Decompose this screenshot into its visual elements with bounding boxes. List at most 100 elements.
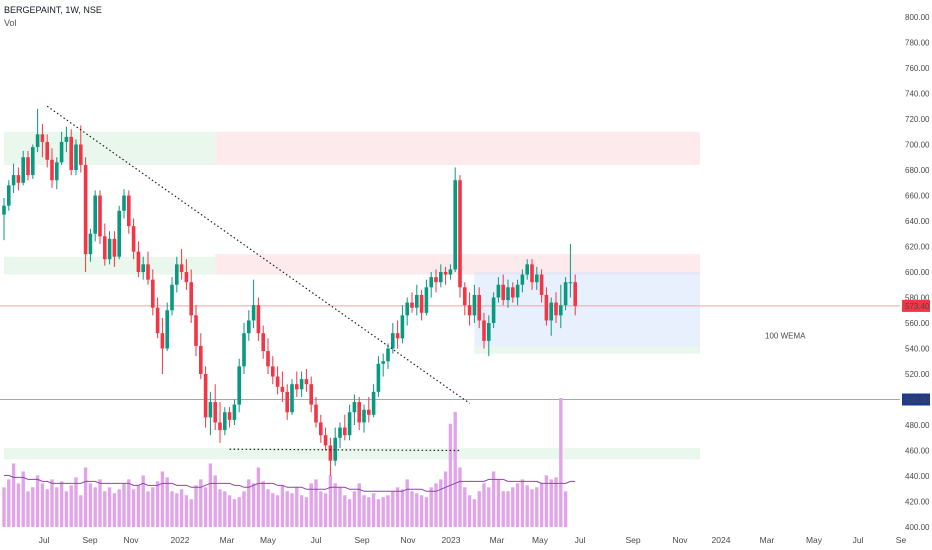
y-tick-label: 780.00 xyxy=(905,39,930,48)
y-tick-label: 680.00 xyxy=(905,166,930,175)
volume-bar xyxy=(275,495,280,527)
candle-up xyxy=(347,412,352,436)
x-tick-label: Nov xyxy=(123,535,139,545)
candle-down xyxy=(69,136,73,170)
volume-bar xyxy=(453,411,457,527)
candle-up xyxy=(290,384,294,413)
volume-layer xyxy=(2,398,576,527)
volume-bar xyxy=(314,479,318,527)
volume-bar xyxy=(11,463,16,527)
y-tick-label: 600.00 xyxy=(905,268,930,277)
x-tick-label: Mar xyxy=(760,535,775,545)
candle-down xyxy=(40,134,45,142)
candle-up xyxy=(568,282,573,284)
candle-down xyxy=(395,333,400,339)
candle-down xyxy=(256,305,261,334)
candle-up xyxy=(35,134,40,148)
price-axis[interactable]: 800.00 780.00 760.00 740.00 720.00 700.00 680.… xyxy=(902,13,930,532)
candle-up xyxy=(88,233,93,255)
volume-bar xyxy=(323,493,328,527)
volume-bar xyxy=(151,487,155,527)
volume-ma-line xyxy=(4,474,576,492)
volume-bar xyxy=(381,497,385,527)
volume-bar xyxy=(21,471,25,527)
x-tick-label: Jul xyxy=(39,535,50,545)
time-axis[interactable]: Jul Sep Nov 2022 Mar May Jul Sep Nov 2023 Mar May Ju… xyxy=(39,535,907,545)
candle-up xyxy=(2,205,6,215)
candle-up xyxy=(59,141,64,163)
volume-bar xyxy=(371,493,376,527)
volume-bar xyxy=(319,491,323,527)
volume-bar xyxy=(520,479,525,527)
candle-up xyxy=(491,297,496,323)
volume-bar xyxy=(415,493,419,527)
volume-bar xyxy=(50,479,54,527)
volume-bar xyxy=(515,483,520,527)
volume-bar xyxy=(482,483,486,527)
volume-bar xyxy=(400,489,405,527)
candle-up xyxy=(520,274,525,285)
y-tick-label: 400.00 xyxy=(905,523,930,532)
candle-up xyxy=(107,238,112,260)
zone-support xyxy=(4,447,700,460)
candle-up xyxy=(472,294,477,316)
volume-bar xyxy=(544,475,549,527)
volume-bar xyxy=(45,489,49,527)
volume-bar xyxy=(434,483,438,527)
volume-bar xyxy=(74,477,78,527)
volume-bar xyxy=(362,495,366,527)
volume-bar xyxy=(117,489,121,527)
candle-down xyxy=(83,164,88,255)
candle-down xyxy=(314,404,318,423)
candle-down xyxy=(539,274,544,295)
volume-bar xyxy=(491,471,496,527)
candle-up xyxy=(21,157,25,183)
candle-up xyxy=(74,144,78,170)
volume-bar xyxy=(304,497,309,527)
x-tick-label: Jul xyxy=(853,535,864,545)
candle-down xyxy=(155,307,160,334)
candle-up xyxy=(208,402,213,418)
candle-up xyxy=(386,348,390,362)
volume-bar xyxy=(539,483,544,527)
candle-up xyxy=(7,185,11,206)
volume-bar xyxy=(410,491,414,527)
candle-down xyxy=(280,386,285,392)
volume-bar xyxy=(352,491,357,527)
volume-bar xyxy=(333,483,337,527)
volume-bar xyxy=(443,471,448,527)
candle-down xyxy=(458,180,462,288)
candle-down xyxy=(213,402,217,423)
candle-down xyxy=(482,320,486,341)
volume-bar xyxy=(256,467,261,527)
volume-indicator-label[interactable]: Vol xyxy=(4,18,17,28)
candle-up xyxy=(93,195,97,234)
candle-up xyxy=(563,282,568,306)
candle-up xyxy=(170,284,174,311)
x-tick-label: Nov xyxy=(400,535,416,545)
zone-layer xyxy=(4,131,700,460)
candle-down xyxy=(443,272,448,275)
volume-bar xyxy=(338,487,342,527)
candle-up xyxy=(549,302,553,321)
y-tick-label: 460.00 xyxy=(905,447,930,456)
symbol-title[interactable]: BERGEPAINT, 1W, NSE xyxy=(4,5,102,15)
volume-bar xyxy=(343,495,347,527)
candle-down xyxy=(199,345,203,374)
volume-bar xyxy=(55,487,59,527)
candle-up xyxy=(405,302,409,316)
x-tick-label: Nov xyxy=(672,535,688,545)
x-tick-label: 2022 xyxy=(171,535,190,545)
volume-bar xyxy=(554,477,558,527)
zone-support xyxy=(474,345,700,354)
level-label: 500.00 xyxy=(905,396,930,405)
x-tick-label: Sep xyxy=(625,535,640,545)
volume-bar xyxy=(170,491,174,527)
candle-down xyxy=(323,435,328,446)
volume-bar xyxy=(69,485,73,527)
volume-bar xyxy=(227,495,232,527)
volume-bar xyxy=(146,491,150,527)
last-price-label-bg xyxy=(902,299,930,312)
candle-up xyxy=(299,379,304,390)
